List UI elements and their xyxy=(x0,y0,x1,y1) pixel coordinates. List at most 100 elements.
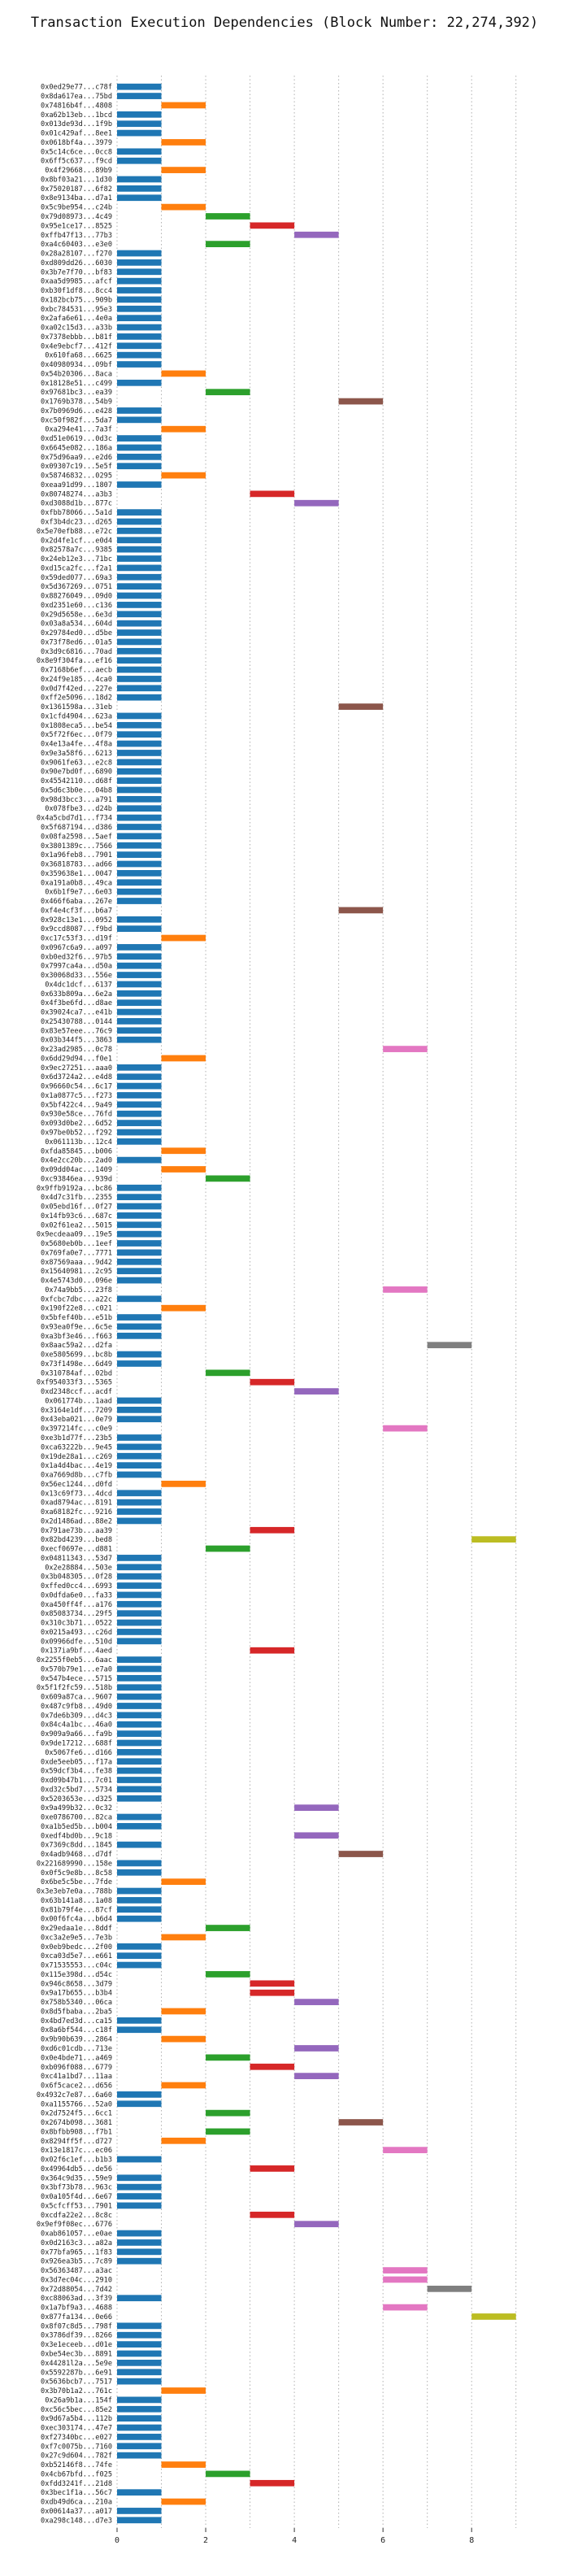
transaction-hash-label: 0x5067fe6...d166 xyxy=(45,1749,112,1757)
transaction-bar xyxy=(117,2396,162,2404)
transaction-bar xyxy=(117,148,162,155)
transaction-hash-label: 0x0e4bde71...a469 xyxy=(41,2054,112,2062)
x-tick-label: 0 xyxy=(115,2536,119,2545)
transaction-hash-label: 0x43eba021...0e79 xyxy=(41,1416,112,1424)
transaction-bar xyxy=(471,2313,516,2320)
transaction-bar xyxy=(117,129,162,137)
transaction-bar xyxy=(338,398,384,405)
transaction-hash-label: 0xffb47f13...77b3 xyxy=(41,232,112,240)
transaction-hash-label: 0xa3bf3e46...f663 xyxy=(41,1333,112,1341)
transaction-hash-label: 0x570b79e1...e7a0 xyxy=(41,1665,112,1673)
transaction-hash-label: 0xb0ed32f6...97b5 xyxy=(41,953,112,961)
transaction-bar xyxy=(117,981,162,988)
transaction-hash-label: 0xfda85845...b006 xyxy=(41,1147,112,1155)
transaction-hash-label: 0x4e13a4fe...4f8a xyxy=(41,741,112,749)
transaction-hash-label: 0xeaa91d99...1807 xyxy=(41,481,112,490)
transaction-hash-label: 0x01c429af...8ee1 xyxy=(41,130,112,138)
transaction-bar xyxy=(117,2341,162,2348)
transaction-bar xyxy=(117,2517,162,2524)
transaction-hash-label: 0x98d3bcc3...a791 xyxy=(41,796,112,804)
transaction-bar xyxy=(117,463,162,470)
transaction-bar xyxy=(117,351,162,359)
x-tick-label: 8 xyxy=(469,2536,474,2545)
transaction-bar xyxy=(117,2415,162,2422)
transaction-bar xyxy=(294,1832,339,1839)
transaction-hash-label: 0x5592287b...6e91 xyxy=(41,2369,112,2377)
transaction-bar xyxy=(117,1952,162,1960)
transaction-hash-label: 0xbc784531...95e3 xyxy=(41,306,112,314)
transaction-hash-label: 0x7997ca4a...d50a xyxy=(41,963,112,971)
transaction-hash-label: 0x310784af...02bd xyxy=(41,1369,112,1377)
transaction-bar xyxy=(161,167,206,173)
transaction-hash-label: 0x3b70b1a2...761c xyxy=(41,2387,112,2395)
transaction-hash-label: 0x115e398d...d54c xyxy=(41,1971,112,1979)
transaction-hash-label: 0xc3a2e9e5...7e3b xyxy=(41,1934,112,1942)
transaction-hash-label: 0x30068d33...556e xyxy=(41,972,112,980)
transaction-hash-label: 0xc93846ea...939d xyxy=(41,1175,112,1183)
transaction-hash-label: 0xfbb78066...5a1d xyxy=(41,509,112,517)
transaction-bar xyxy=(117,176,162,183)
transaction-hash-label: 0xd3088d1b...877c xyxy=(41,500,112,508)
transaction-hash-label: 0x77bfa965...1f83 xyxy=(41,2248,112,2256)
transaction-bar xyxy=(117,1258,162,1265)
transaction-bar xyxy=(161,102,206,109)
transaction-hash-label: 0x2d4fe1cf...e0d4 xyxy=(41,537,112,545)
transaction-hash-label: 0xbe54ec3b...8891 xyxy=(41,2350,112,2358)
transaction-hash-label: 0xa294e41...7a3f xyxy=(45,426,112,434)
transaction-hash-label: 0x2d1486ad...88e2 xyxy=(41,1517,112,1525)
transaction-bar xyxy=(294,2073,339,2079)
transaction-hash-label: 0x56ec1244...d0fd xyxy=(41,1481,112,1489)
transaction-hash-label: 0x3bec1f1a...56c7 xyxy=(41,2489,112,2497)
transaction-hash-label: 0xe0786700...82ca xyxy=(41,1814,112,1822)
transaction-hash-label: 0x4adb9468...d7df xyxy=(41,1851,112,1859)
transaction-hash-label: 0x359638e1...0047 xyxy=(41,870,112,878)
transaction-hash-label: 0xca63222b...9e45 xyxy=(41,1443,112,1451)
transaction-hash-label: 0xc88063ad...3f39 xyxy=(41,2295,112,2303)
transaction-bar xyxy=(117,972,162,978)
chart-title: Transaction Execution Dependencies (Bloc… xyxy=(30,15,539,31)
transaction-hash-label: 0x6645e082...186a xyxy=(41,444,112,452)
transaction-bar xyxy=(250,2165,295,2172)
transaction-hash-label: 0x487c9fb8...49d0 xyxy=(41,1703,112,1711)
transaction-hash-label: 0x49964db5...de56 xyxy=(41,2165,112,2174)
transaction-bar xyxy=(117,361,162,368)
transaction-hash-label: 0x7de6b309...d4c3 xyxy=(41,1712,112,1720)
transaction-bar xyxy=(117,1915,162,1922)
transaction-bar xyxy=(117,1555,162,1561)
transaction-hash-label: 0xf7c0075b...7160 xyxy=(41,2443,112,2451)
transaction-hash-label: 0x5bf422c4...9a49 xyxy=(41,1101,112,1109)
transaction-hash-label: 0x24eb12e3...71bc xyxy=(41,555,112,564)
transaction-hash-label: 0xa450ff4f...a176 xyxy=(41,1601,112,1609)
transaction-bar xyxy=(117,712,162,720)
transaction-bar xyxy=(161,139,206,146)
transaction-bar xyxy=(117,407,162,414)
transaction-bar xyxy=(117,1943,162,1950)
transaction-hash-label: 0x1a96feb8...7901 xyxy=(41,851,112,859)
transaction-hash-label: 0x9e3a58f6...6213 xyxy=(41,750,112,758)
transaction-hash-label: 0x8f07c8d5...798f xyxy=(41,2322,112,2330)
transaction-hash-label: 0x13e1817c...ec06 xyxy=(41,2147,112,2155)
transaction-bar xyxy=(206,241,250,247)
transaction-hash-label: 0x633b809a...6e2a xyxy=(41,990,112,999)
transaction-bar xyxy=(117,259,162,266)
transaction-bar xyxy=(161,2137,206,2144)
transaction-hash-label: 0x8bf03a21...1d30 xyxy=(41,176,112,184)
transaction-bar xyxy=(117,1786,162,1793)
transaction-hash-label: 0xec303174...47e7 xyxy=(41,2425,112,2433)
transaction-hash-label: 0x8da617ea...75bd xyxy=(41,93,112,101)
transaction-bar xyxy=(117,305,162,312)
transaction-hash-label: 0x946c8658...3d79 xyxy=(41,1980,112,1988)
transaction-bar xyxy=(117,1008,162,1016)
transaction-bar xyxy=(117,1684,162,1691)
transaction-hash-label: 0xaa5d9985...afcf xyxy=(41,278,112,286)
transaction-hash-label: 0x7168b6ef...aecb xyxy=(41,667,112,675)
transaction-bar xyxy=(117,1184,162,1191)
transaction-hash-label: 0x5636bcb7...7517 xyxy=(41,2378,112,2387)
transaction-bar xyxy=(117,93,162,99)
transaction-bar xyxy=(117,1767,162,1774)
transaction-bar xyxy=(117,1656,162,1663)
transaction-hash-label: 0x5f72f6ec...0f79 xyxy=(41,731,112,739)
transaction-bar xyxy=(117,1961,162,1969)
transaction-bar xyxy=(117,916,162,923)
transaction-hash-label: 0xb096f088...6779 xyxy=(41,2064,112,2072)
